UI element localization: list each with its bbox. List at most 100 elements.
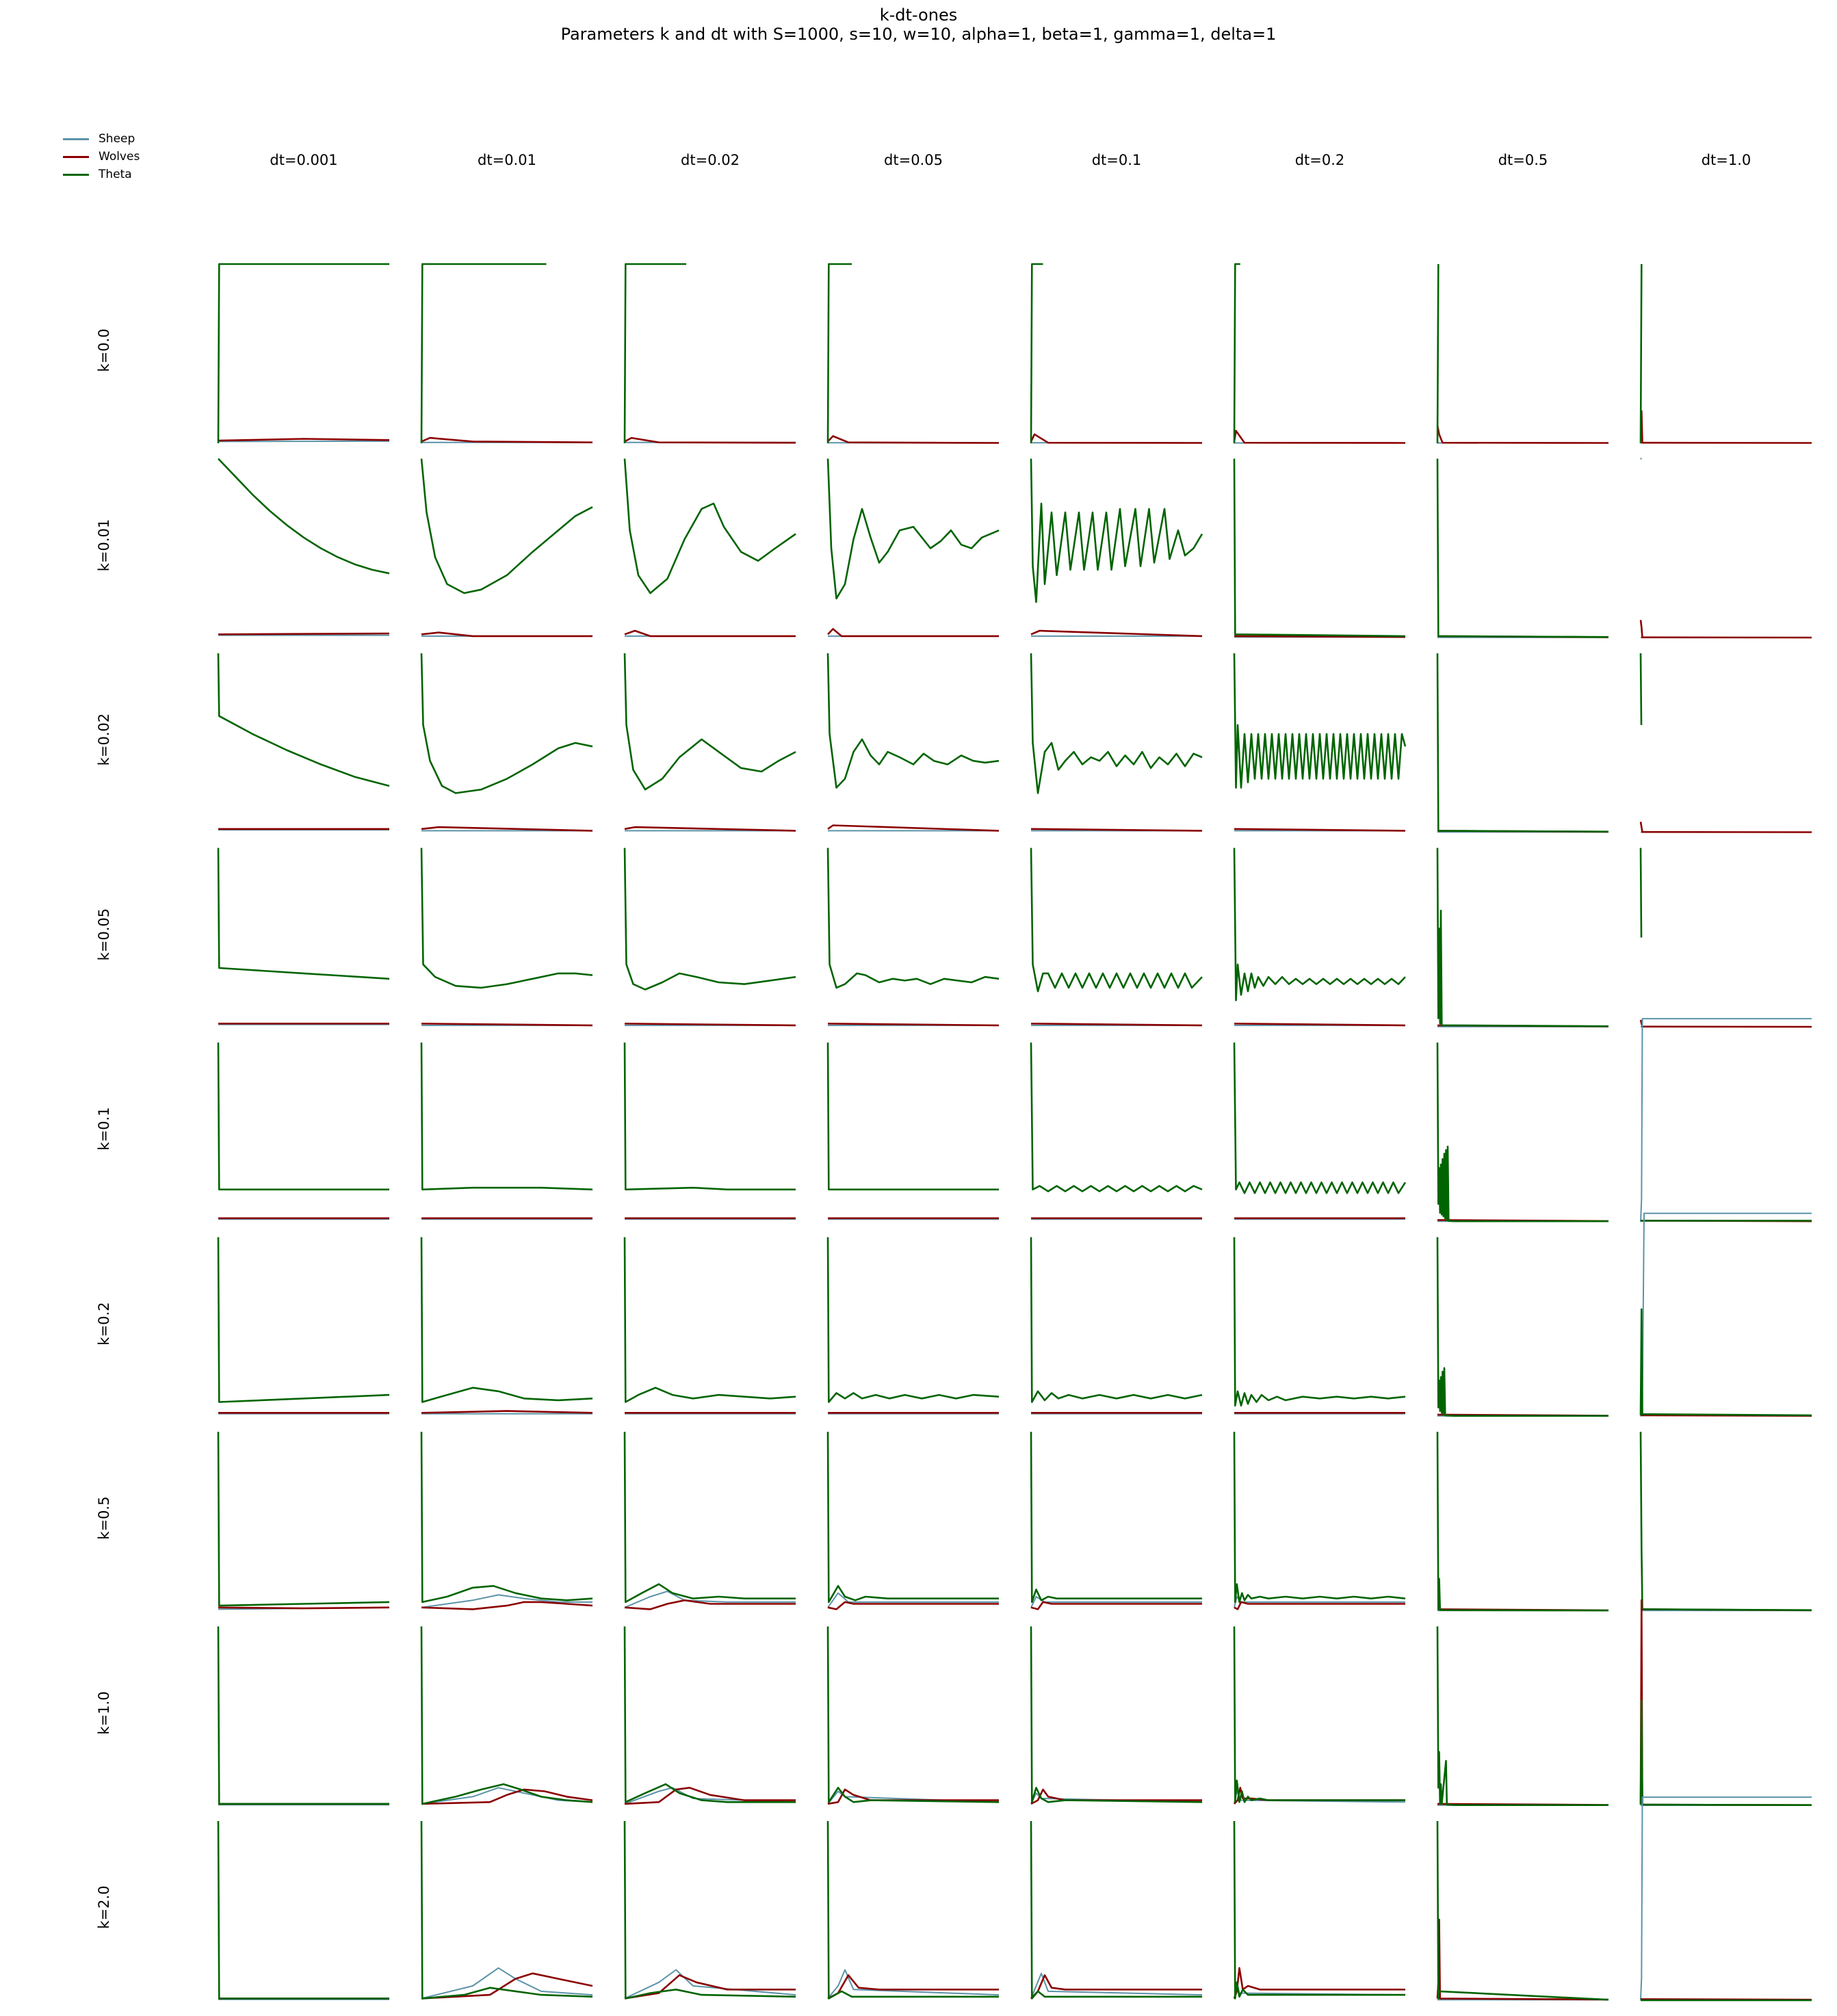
line-theta-r4-c5: [1233, 1042, 1407, 1194]
line-theta-r7-c4: [1030, 1626, 1203, 1803]
line-wolves-r2-c2: [624, 826, 796, 832]
line-theta-r4-c0: [217, 1042, 389, 1191]
line-wolves-r1-c7: [1639, 620, 1812, 639]
line-theta-r6-c6: [1436, 1431, 1609, 1612]
panel-r3-c1: [420, 848, 593, 1027]
line-theta-r0-c5: [1233, 263, 1240, 444]
figure-title-block: k-dt-ones Parameters k and dt with S=100…: [0, 5, 1837, 44]
line-theta-r3-c5: [1233, 848, 1406, 1002]
line-sheep-r5-c7: [1640, 1212, 1812, 1417]
panel-r6-c5: [1233, 1431, 1406, 1610]
panel-r1-c3: [826, 458, 1000, 638]
line-sheep-r8-c1: [421, 1967, 593, 2000]
line-theta-r8-c2: [623, 1820, 796, 2000]
line-wolves-r7-c1: [421, 1788, 593, 1805]
line-wolves-r5-c1: [421, 1410, 593, 1414]
line-theta-r0-c3: [826, 263, 852, 444]
panel-r0-c1: [420, 263, 593, 444]
line-wolves-r0-c4: [1030, 433, 1203, 444]
line-theta-r5-c3: [826, 1237, 1000, 1403]
panel-r0-c2: [623, 263, 796, 444]
line-wolves-r6-c3: [827, 1601, 999, 1610]
panel-r0-c5: [1233, 263, 1406, 444]
line-theta-r6-c2: [623, 1431, 796, 1603]
line-theta-r6-c1: [420, 1431, 593, 1603]
legend-item-wolves: Wolves: [63, 148, 140, 166]
line-theta-r0-c2: [623, 263, 686, 444]
panel-r6-c1: [420, 1431, 593, 1610]
panel-r7-c5: [1233, 1626, 1406, 1805]
column-label-4: dt=0.1: [1091, 152, 1142, 168]
panel-r8-c0: [217, 1820, 389, 2000]
line-wolves-r8-c6: [1436, 1918, 1609, 2001]
panel-r4-c2: [623, 1042, 796, 1220]
line-wolves-r1-c5: [1234, 635, 1406, 638]
panel-r5-c7: [1639, 1212, 1812, 1417]
line-theta-r7-c2: [623, 1626, 796, 1803]
line-wolves-r6-c4: [1030, 1601, 1202, 1610]
panel-r6-c6: [1436, 1431, 1609, 1612]
line-wolves-r6-c5: [1234, 1601, 1405, 1610]
panel-r4-c3: [826, 1042, 999, 1220]
panel-r2-c7: [1639, 653, 1812, 833]
column-label-5: dt=0.2: [1294, 152, 1345, 168]
panel-r4-c1: [420, 1042, 593, 1220]
panel-r3-c6: [1436, 848, 1609, 1027]
line-wolves-r0-c5: [1233, 430, 1406, 444]
line-theta-r2-c0: [217, 653, 390, 787]
panel-r2-c5: [1233, 653, 1407, 832]
line-sheep-r7-c5: [1234, 1790, 1406, 1805]
panel-r7-c3: [826, 1626, 1000, 1805]
panel-r5-c1: [420, 1237, 593, 1415]
line-theta-r4-c3: [826, 1042, 999, 1191]
panel-r5-c0: [217, 1237, 390, 1415]
line-theta-r6-c4: [1030, 1431, 1202, 1603]
line-wolves-r0-c0: [218, 438, 390, 442]
line-theta-r1-c5: [1233, 458, 1406, 638]
panel-r6-c7: [1639, 1431, 1812, 1612]
panel-r7-c4: [1030, 1626, 1203, 1805]
line-wolves-r0-c2: [624, 436, 796, 444]
panel-r4-c0: [217, 1042, 389, 1220]
line-wolves-r0-c1: [421, 436, 593, 443]
column-label-3: dt=0.05: [884, 152, 943, 168]
line-theta-r3-c2: [623, 848, 796, 991]
line-theta-r5-c6: [1436, 1237, 1608, 1417]
line-wolves-r2-c4: [1030, 828, 1203, 832]
line-wolves-r8-c3: [827, 1974, 999, 2000]
line-theta-r2-c4: [1030, 653, 1203, 794]
panel-r6-c0: [217, 1431, 390, 1610]
line-theta-r7-c5: [1233, 1626, 1405, 1803]
line-theta-r7-c3: [826, 1626, 1000, 1803]
line-wolves-r2-c3: [827, 824, 1000, 832]
panel-r5-c6: [1436, 1237, 1609, 1417]
line-theta-r2-c5: [1233, 653, 1407, 789]
line-theta-r3-c6: [1436, 848, 1609, 1027]
line-theta-r5-c7: [1639, 1308, 1812, 1417]
line-theta-r8-c4: [1030, 1820, 1202, 2000]
line-wolves-r7-c7: [1639, 1599, 1812, 1806]
line-theta-r8-c5: [1233, 1820, 1405, 2000]
panel-r1-c0: [218, 458, 390, 636]
line-wolves-r3-c5: [1234, 1023, 1406, 1027]
panel-r8-c2: [623, 1820, 796, 2000]
panel-r6-c2: [623, 1431, 796, 1610]
legend: Sheep Wolves Theta: [63, 130, 140, 183]
panel-r2-c4: [1030, 653, 1203, 832]
line-theta-r6-c5: [1233, 1431, 1406, 1603]
panel-r7-c6: [1436, 1626, 1609, 1806]
line-wolves-r3-c3: [827, 1023, 1000, 1027]
column-label-1: dt=0.01: [478, 152, 536, 168]
line-theta-r1-c4: [1030, 458, 1203, 603]
panel-r5-c4: [1030, 1237, 1203, 1415]
panel-r5-c3: [826, 1237, 1000, 1415]
panel-r3-c7: [1639, 848, 1812, 1028]
panel-r2-c0: [217, 653, 390, 831]
legend-swatch-sheep: [63, 138, 89, 140]
legend-label-theta: Theta: [99, 168, 132, 181]
panel-r2-c1: [420, 653, 593, 832]
line-sheep-r0-c0: [218, 440, 390, 443]
panel-r8-c6: [1436, 1820, 1609, 2001]
line-wolves-r0-c7: [1641, 410, 1812, 444]
